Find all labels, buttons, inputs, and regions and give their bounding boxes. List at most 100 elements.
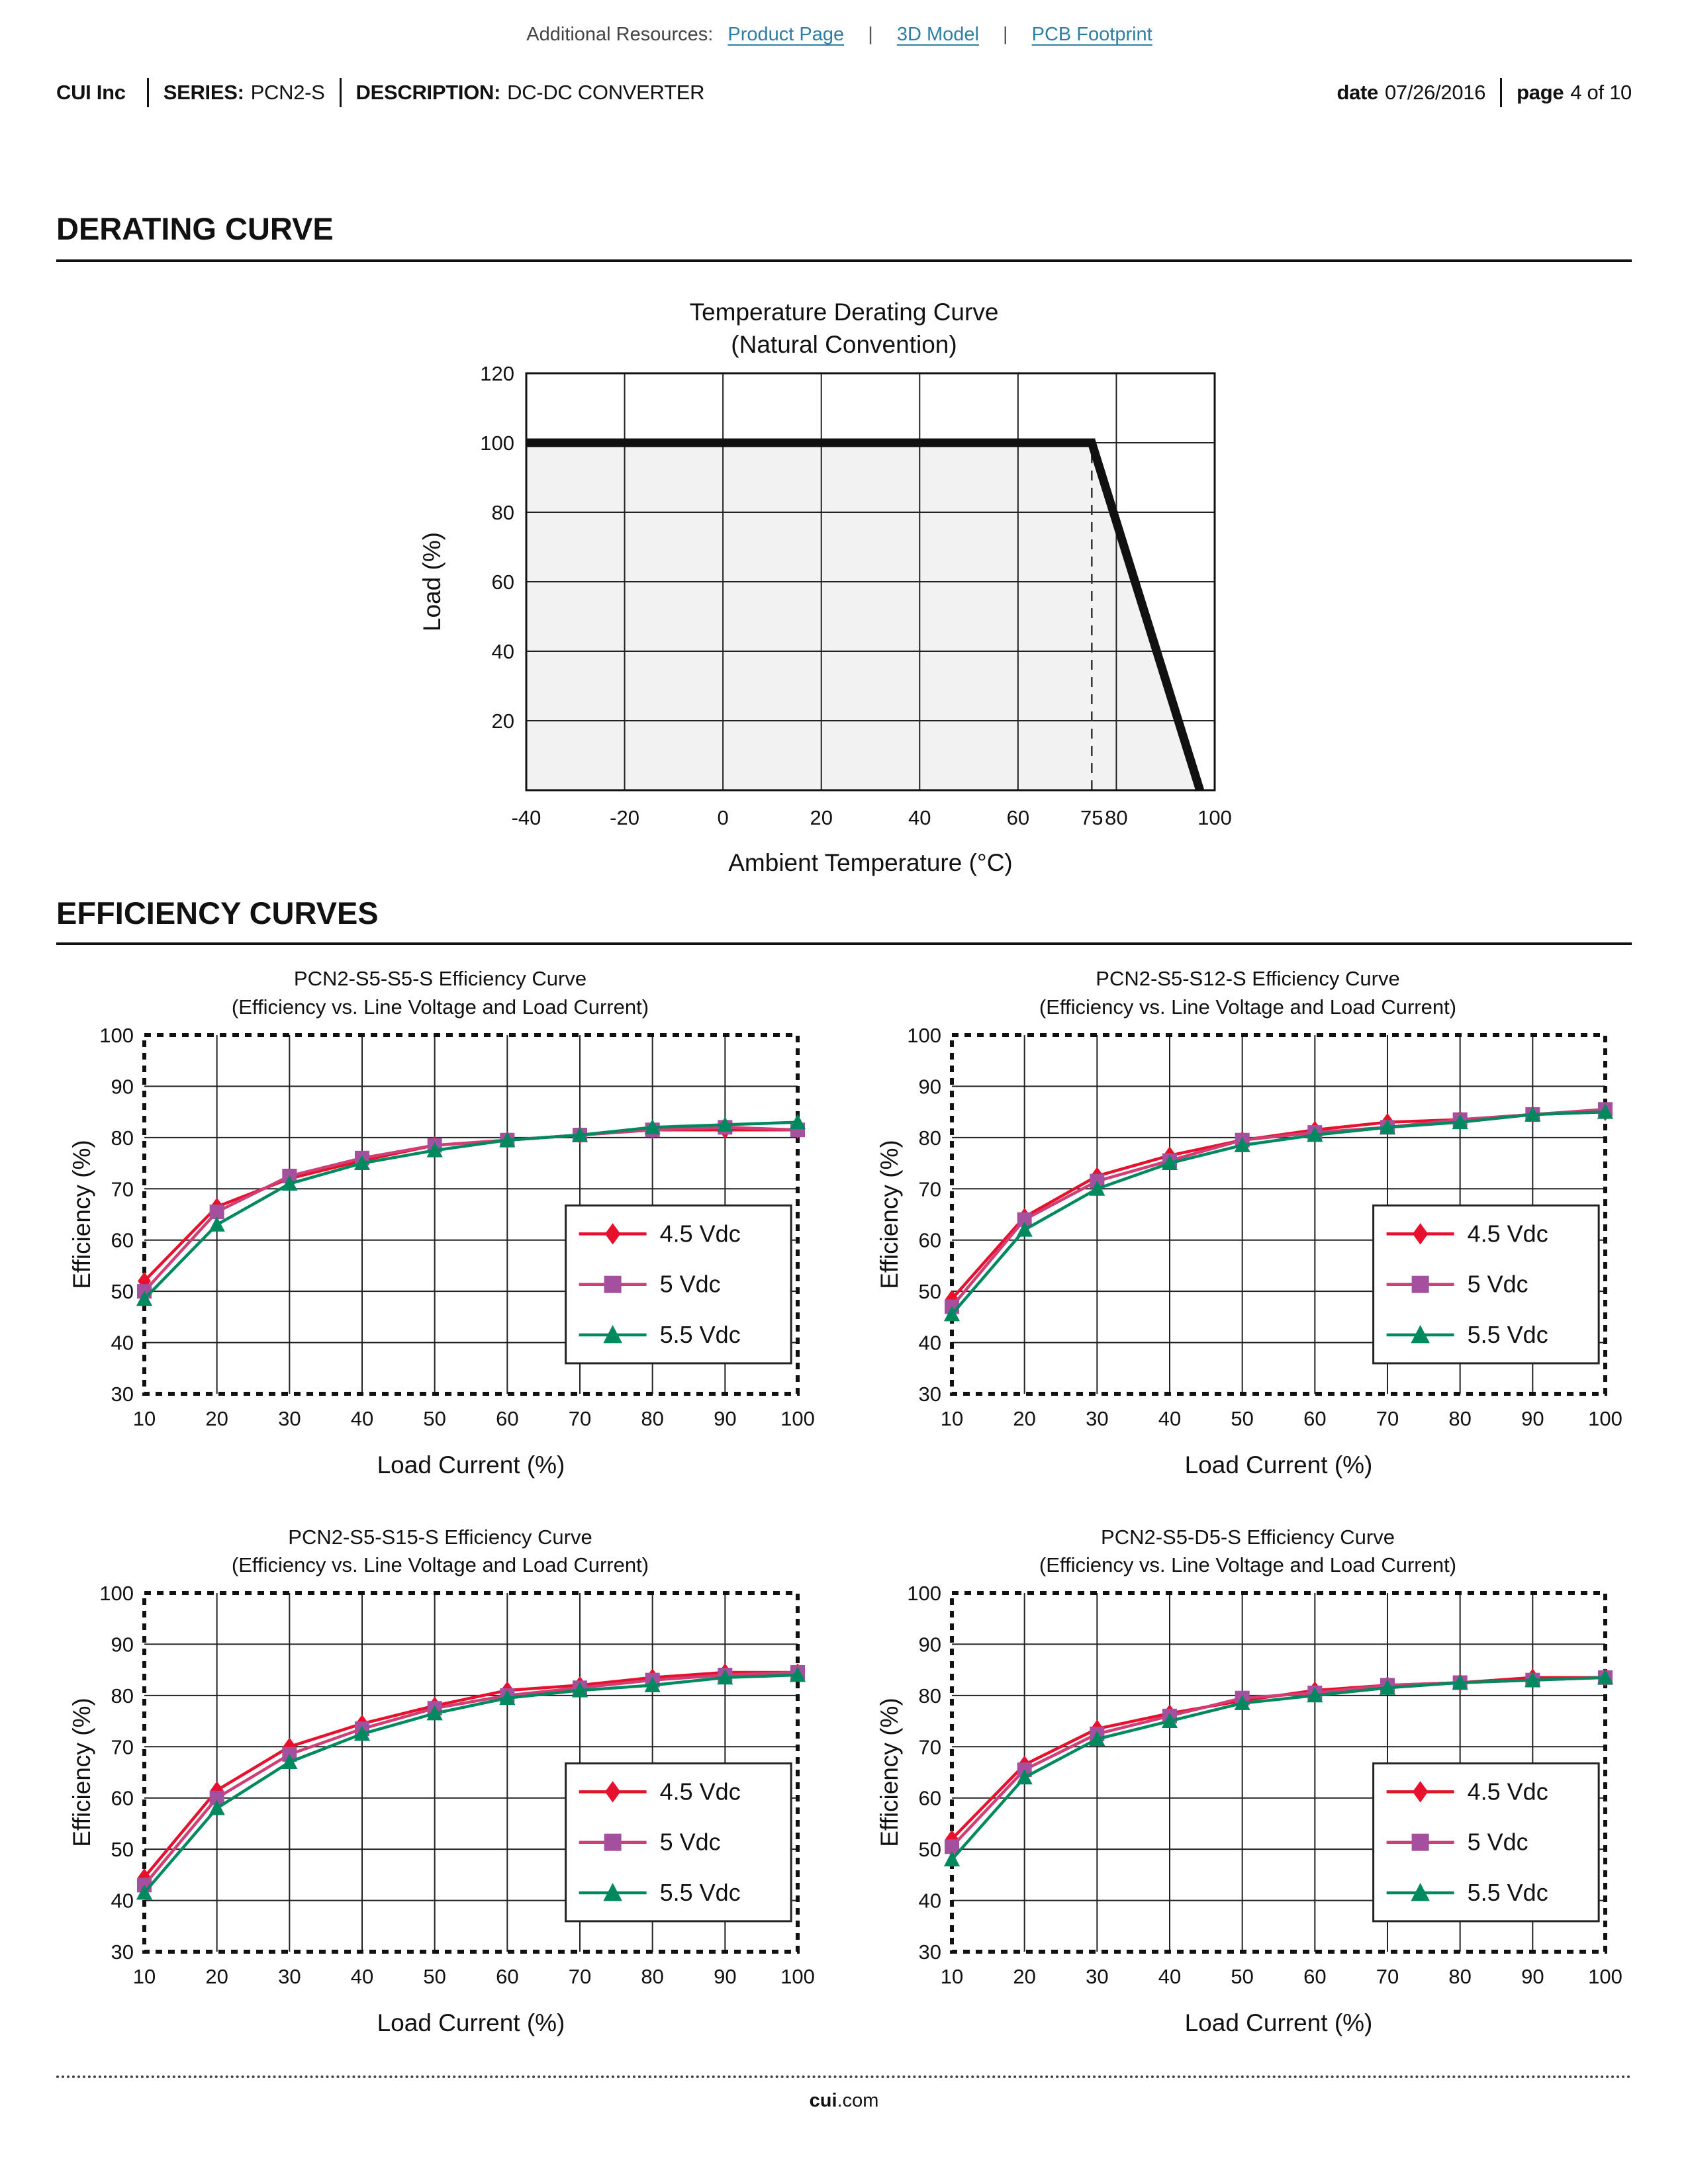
svg-text:100: 100 bbox=[907, 1584, 941, 1605]
svg-text:60: 60 bbox=[919, 1228, 941, 1251]
efficiency-chart-d5: PCN2-S5-D5-S Efficiency Curve (Efficienc… bbox=[874, 1524, 1622, 2048]
svg-text:70: 70 bbox=[1376, 1965, 1399, 1988]
efficiency-chart-s15: PCN2-S5-S15-S Efficiency Curve (Efficien… bbox=[66, 1524, 814, 2048]
derating-section-title: DERATING CURVE bbox=[56, 211, 334, 246]
svg-text:5.5 Vdc: 5.5 Vdc bbox=[660, 1879, 741, 1906]
svg-text:5 Vdc: 5 Vdc bbox=[660, 1829, 721, 1856]
plot-border bbox=[142, 1032, 800, 1396]
svg-text:80: 80 bbox=[919, 1684, 941, 1707]
svg-text:100: 100 bbox=[1588, 1407, 1622, 1430]
svg-text:40: 40 bbox=[1158, 1965, 1181, 1988]
svg-text:70: 70 bbox=[569, 1407, 591, 1430]
svg-text:75: 75 bbox=[1080, 806, 1103, 829]
svg-text:100: 100 bbox=[1588, 1965, 1622, 1988]
efficiency-charts-grid: PCN2-S5-S5-S Efficiency Curve (Efficienc… bbox=[66, 965, 1622, 2047]
derating-chart-subtitle: (Natural Convention) bbox=[731, 330, 957, 358]
svg-text:-40: -40 bbox=[512, 806, 541, 829]
svg-text:50: 50 bbox=[1231, 1407, 1253, 1430]
footer-site: cui.com bbox=[0, 2090, 1688, 2112]
x-axis-title: Ambient Temperature (°C) bbox=[728, 849, 1013, 876]
tick-labels: 10 20 30 40 50 60 70 80 90 100 30 40 50 60 70 80 90 100 bbox=[99, 1584, 814, 1988]
series-5-5-vdc bbox=[943, 1103, 1614, 1321]
chart-subtitle: (Efficiency vs. Line Voltage and Load Cu… bbox=[1039, 995, 1457, 1019]
efficiency-plot-d5: 10 20 30 40 50 60 70 80 90 100 30 40 50 60 70 80 90 100 Lo… bbox=[876, 1584, 1622, 2036]
svg-text:80: 80 bbox=[492, 501, 514, 524]
svg-text:60: 60 bbox=[492, 570, 514, 594]
section-rule bbox=[56, 259, 1632, 262]
svg-text:80: 80 bbox=[641, 1407, 663, 1430]
svg-text:90: 90 bbox=[714, 1965, 736, 1988]
svg-text:90: 90 bbox=[919, 1633, 941, 1656]
svg-text:70: 70 bbox=[569, 1965, 591, 1988]
pcb-footprint-link[interactable]: PCB Footprint bbox=[1031, 24, 1152, 45]
efficiency-plot-s15: 10 20 30 40 50 60 70 80 90 100 30 40 50 60 70 80 90 100 Lo… bbox=[68, 1584, 814, 2036]
footer-brand: cui bbox=[809, 2090, 837, 2111]
description-value: DC-DC CONVERTER bbox=[507, 81, 705, 104]
divider bbox=[339, 78, 342, 107]
svg-text:80: 80 bbox=[1448, 1407, 1471, 1430]
legend: 4.5 Vdc 5 Vdc 5.5 Vdc bbox=[1372, 1204, 1600, 1364]
svg-text:40: 40 bbox=[111, 1331, 134, 1354]
link-separator: | bbox=[868, 24, 873, 45]
svg-text:10: 10 bbox=[941, 1965, 963, 1988]
svg-text:20: 20 bbox=[205, 1965, 228, 1988]
svg-text:80: 80 bbox=[1448, 1965, 1471, 1988]
svg-text:20: 20 bbox=[492, 709, 514, 733]
section-rule bbox=[56, 942, 1632, 945]
svg-text:100: 100 bbox=[99, 1026, 134, 1047]
derating-chart: Temperature Derating Curve (Natural Conv… bbox=[394, 296, 1294, 894]
header-right: date 07/26/2016 page 4 of 10 bbox=[1336, 78, 1632, 107]
svg-text:30: 30 bbox=[278, 1965, 301, 1988]
svg-text:20: 20 bbox=[810, 806, 832, 829]
svg-text:50: 50 bbox=[423, 1965, 445, 1988]
svg-text:5.5 Vdc: 5.5 Vdc bbox=[1468, 1879, 1548, 1906]
plot-border bbox=[525, 372, 1216, 792]
svg-text:60: 60 bbox=[1303, 1965, 1326, 1988]
chart-title: PCN2-S5-D5-S Efficiency Curve bbox=[1101, 1525, 1395, 1549]
series-5-5-vdc bbox=[136, 1666, 806, 1900]
chart-title: PCN2-S5-S5-S Efficiency Curve bbox=[293, 967, 587, 990]
svg-text:30: 30 bbox=[919, 1940, 941, 1964]
svg-text:90: 90 bbox=[1521, 1407, 1544, 1430]
plot-border bbox=[950, 1591, 1607, 1954]
header-left: CUI Inc SERIES: PCN2-S DESCRIPTION: DC-D… bbox=[56, 78, 704, 107]
svg-text:100: 100 bbox=[780, 1407, 814, 1430]
tick-labels: 10 20 30 40 50 60 70 80 90 100 30 40 50 60 70 80 90 100 bbox=[907, 1584, 1622, 1988]
svg-text:20: 20 bbox=[1013, 1407, 1035, 1430]
chart-subtitle: (Efficiency vs. Line Voltage and Load Cu… bbox=[231, 995, 649, 1019]
svg-text:4.5 Vdc: 4.5 Vdc bbox=[1468, 1220, 1548, 1247]
svg-text:50: 50 bbox=[111, 1838, 134, 1861]
3d-model-link[interactable]: 3D Model bbox=[896, 24, 979, 45]
x-axis-title: Load Current (%) bbox=[1185, 2009, 1373, 2036]
svg-text:90: 90 bbox=[111, 1633, 134, 1656]
svg-text:90: 90 bbox=[1521, 1965, 1544, 1988]
svg-text:20: 20 bbox=[205, 1407, 228, 1430]
svg-text:40: 40 bbox=[1158, 1407, 1181, 1430]
svg-text:120: 120 bbox=[480, 362, 514, 385]
svg-text:60: 60 bbox=[111, 1228, 134, 1251]
product-page-link[interactable]: Product Page bbox=[727, 24, 845, 45]
svg-text:60: 60 bbox=[1007, 806, 1029, 829]
svg-text:60: 60 bbox=[919, 1787, 941, 1810]
efficiency-chart-s5: PCN2-S5-S5-S Efficiency Curve (Efficienc… bbox=[66, 965, 814, 1489]
svg-text:30: 30 bbox=[1086, 1407, 1108, 1430]
svg-text:80: 80 bbox=[1105, 806, 1127, 829]
chart-subtitle: (Efficiency vs. Line Voltage and Load Cu… bbox=[1039, 1553, 1457, 1577]
svg-text:100: 100 bbox=[480, 432, 514, 455]
svg-text:90: 90 bbox=[111, 1075, 134, 1098]
svg-text:100: 100 bbox=[780, 1965, 814, 1988]
y-axis-title: Efficiency (%) bbox=[68, 1140, 95, 1289]
series-5-5-vdc bbox=[136, 1113, 806, 1306]
svg-text:10: 10 bbox=[133, 1965, 156, 1988]
svg-text:30: 30 bbox=[919, 1383, 941, 1406]
plot-border bbox=[142, 1591, 800, 1954]
svg-text:70: 70 bbox=[919, 1735, 941, 1758]
svg-text:40: 40 bbox=[351, 1965, 373, 1988]
y-axis-title: Efficiency (%) bbox=[68, 1698, 95, 1847]
y-axis-title: Efficiency (%) bbox=[876, 1140, 903, 1289]
divider bbox=[146, 78, 149, 107]
efficiency-plot-s5: 10 20 30 40 50 60 70 80 90 100 30 40 50 60 70 80 90 100 Lo… bbox=[68, 1026, 814, 1479]
page-label: page bbox=[1517, 81, 1564, 104]
svg-text:30: 30 bbox=[111, 1383, 134, 1406]
